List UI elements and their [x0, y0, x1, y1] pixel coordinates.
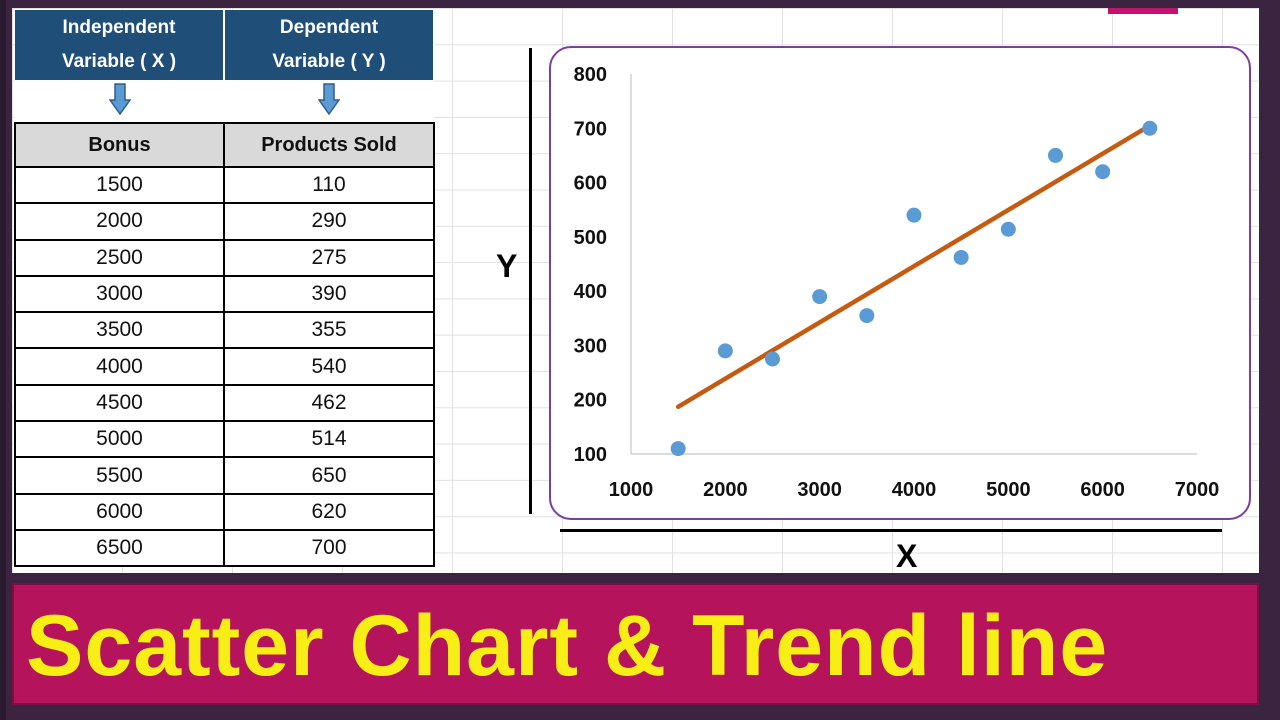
x-tick-label: 6000 [1080, 479, 1125, 501]
arrow-cell-x [15, 80, 224, 123]
slide-accent [0, 0, 6, 720]
table-row: 3000 390 [14, 274, 435, 314]
cell-products-sold: 540 [223, 347, 435, 386]
x-tick-label: 3000 [797, 479, 842, 501]
banner-title: Scatter Chart & Trend line [26, 598, 1109, 694]
cell-products-sold: 462 [223, 383, 435, 423]
column-header-products-sold: Products Sold [223, 122, 435, 168]
y-axis-decor-line [529, 48, 532, 514]
data-point [1000, 221, 1016, 237]
table-row: 1500 110 [14, 165, 435, 205]
x-tick-label: 4000 [892, 479, 937, 501]
table-row: 2500 275 [14, 238, 435, 277]
y-tick-label: 400 [574, 281, 607, 303]
data-table: Independent Variable ( X ) Dependent Var… [14, 10, 435, 568]
cell-products-sold: 390 [223, 274, 435, 314]
cell-products-sold: 110 [223, 165, 435, 205]
data-point [1142, 120, 1158, 136]
y-tick-label: 100 [574, 444, 607, 466]
x-tick-label: 2000 [703, 479, 748, 501]
arrow-cell-y [224, 80, 434, 123]
cell-bonus: 3500 [14, 311, 225, 350]
title-banner: Scatter Chart & Trend line [12, 583, 1259, 705]
table-row: 4500 462 [14, 383, 435, 423]
header-y-line1: Dependent [279, 17, 379, 38]
x-tick-label: 5000 [986, 479, 1031, 501]
x-tick-label: 7000 [1175, 479, 1220, 501]
arrow-down-icon [108, 82, 131, 115]
cell-bonus: 5500 [14, 456, 225, 495]
cell-bonus: 4500 [14, 383, 225, 423]
cell-bonus: 1500 [14, 165, 225, 205]
cell-bonus: 6000 [14, 492, 225, 531]
cell-products-sold: 290 [223, 202, 435, 241]
x-tick-label: 1000 [609, 479, 654, 501]
data-point [1048, 147, 1063, 163]
data-point [953, 249, 969, 265]
table-row: 5000 514 [14, 420, 435, 459]
cell-bonus: 4000 [14, 347, 225, 386]
table-row: 6000 620 [14, 492, 435, 531]
table-row: 5500 650 [14, 456, 435, 495]
header-x-line1: Independent [62, 17, 176, 38]
y-tick-label: 200 [574, 390, 607, 412]
cell-products-sold: 514 [223, 420, 435, 459]
scatter-chart-svg: 100 200 300 400 500 600 700 800 1000 2000 3000 4000… [574, 64, 1220, 501]
data-point [812, 289, 828, 305]
cell-products-sold: 275 [223, 238, 435, 277]
cell-products-sold: 700 [223, 528, 435, 568]
data-point [906, 207, 922, 223]
table-row: 4000 540 [14, 347, 435, 386]
cell-products-sold: 650 [223, 456, 435, 495]
table-row: 2000 290 [14, 202, 435, 241]
data-point [859, 308, 875, 324]
data-point [765, 351, 780, 367]
header-independent-variable: Independent Variable ( X ) [15, 10, 225, 80]
cell-bonus: 3000 [14, 274, 225, 314]
header-x-line2: Variable ( X ) [61, 51, 177, 72]
x-axis-decor-line [560, 529, 1222, 532]
column-header-bonus: Bonus [14, 122, 225, 168]
data-point [1095, 164, 1111, 180]
y-tick-label: 300 [574, 335, 607, 357]
spreadsheet-area: Independent Variable ( X ) Dependent Var… [12, 8, 1259, 573]
data-point [670, 441, 686, 457]
trend-line [675, 123, 1153, 410]
cell-bonus: 5000 [14, 420, 225, 459]
cell-products-sold: 620 [223, 492, 435, 531]
cell-bonus: 2500 [14, 238, 225, 277]
y-tick-label: 600 [574, 173, 607, 195]
x-axis-big-label: X [896, 538, 918, 573]
y-tick-label: 700 [574, 118, 607, 140]
table-row: 3500 355 [14, 311, 435, 350]
cell-products-sold: 355 [223, 311, 435, 350]
slide-tab-accent [1108, 8, 1178, 14]
header-dependent-variable: Dependent Variable ( Y ) [224, 10, 435, 80]
y-tick-label: 800 [574, 64, 607, 86]
y-axis-big-label: Y [496, 248, 518, 284]
scatter-chart: 100 200 300 400 500 600 700 800 1000 2000 3000 4000… [549, 46, 1251, 520]
arrow-down-icon [317, 82, 341, 115]
y-tick-label: 500 [574, 227, 607, 249]
data-point [717, 343, 733, 359]
header-y-line2: Variable ( Y ) [272, 51, 386, 72]
cell-bonus: 6500 [14, 528, 225, 568]
cell-bonus: 2000 [14, 202, 225, 241]
table-row: 6500 700 [14, 528, 435, 568]
